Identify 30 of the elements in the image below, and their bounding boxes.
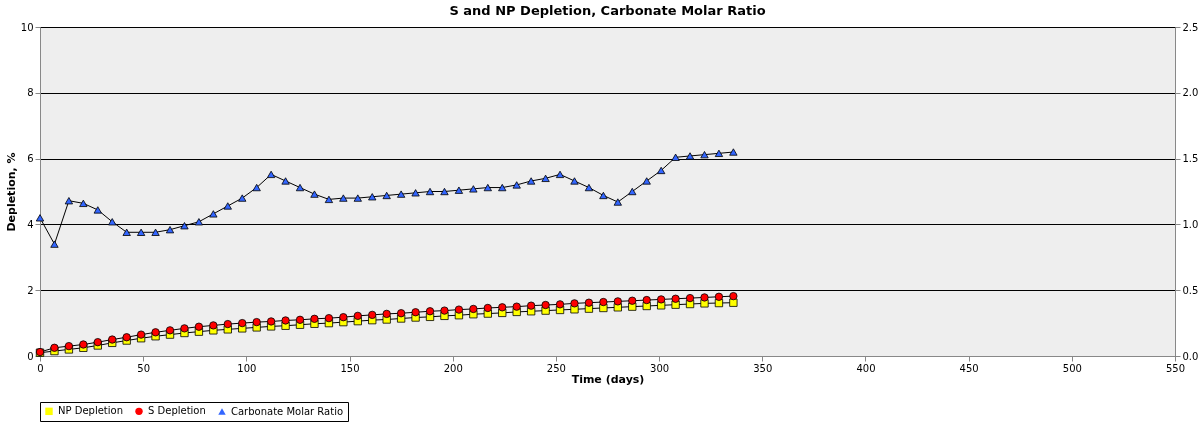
y2-tick-label: 1.0 <box>1182 218 1199 230</box>
x-tick-label: 200 <box>443 362 463 374</box>
y-tick-label: 2 <box>27 284 34 296</box>
y2-tick-label: 0.0 <box>1182 350 1199 362</box>
y-tick-label: 10 <box>20 21 34 33</box>
x-tick-label: 300 <box>650 362 670 374</box>
x-tick-label: 150 <box>340 362 360 374</box>
y2-tick-label: 0.5 <box>1182 284 1199 296</box>
x-tick-label: 0 <box>37 362 44 374</box>
y-axis-title: Depletion, % <box>4 152 18 232</box>
y-tick-label: 6 <box>27 153 34 165</box>
x-tick-label: 550 <box>1165 362 1186 374</box>
chart-title: S and NP Depletion, Carbonate Molar Ratio <box>449 3 766 18</box>
x-tick-label: 100 <box>237 362 257 374</box>
legend-label: Carbonate Molar Ratio <box>231 405 344 417</box>
y-tick-label: 8 <box>27 87 34 99</box>
x-tick-label: 450 <box>959 362 979 374</box>
y2-tick-label: 1.5 <box>1182 153 1199 165</box>
x-tick-label: 400 <box>856 362 876 374</box>
legend-label: S Depletion <box>148 405 206 417</box>
x-tick-label: 250 <box>546 362 566 374</box>
y2-tick-label: 2.0 <box>1182 87 1199 99</box>
x-axis-title: Time (days) <box>571 372 645 386</box>
y-tick-label: 0 <box>27 350 34 362</box>
y2-tick-label: 2.5 <box>1182 21 1199 33</box>
legend-label: NP Depletion <box>58 405 123 417</box>
x-tick-label: 500 <box>1062 362 1082 374</box>
y-tick-label: 4 <box>27 218 34 230</box>
x-tick-label: 350 <box>753 362 773 374</box>
x-tick-label: 50 <box>137 362 151 374</box>
